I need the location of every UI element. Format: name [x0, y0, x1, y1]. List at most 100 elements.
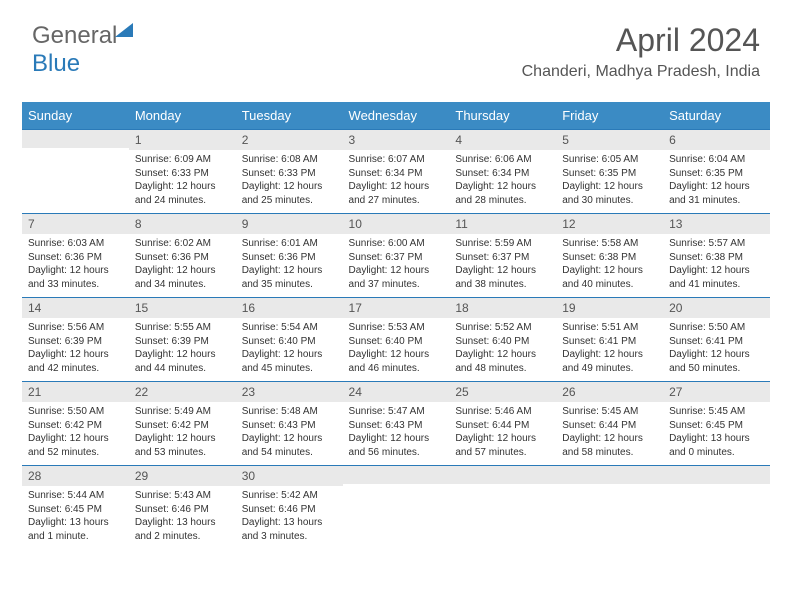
- day-details: Sunrise: 5:51 AMSunset: 6:41 PMDaylight:…: [556, 318, 663, 381]
- day-number-bar: 13: [663, 213, 770, 234]
- calendar-cell: 30Sunrise: 5:42 AMSunset: 6:46 PMDayligh…: [236, 465, 343, 549]
- day-number-bar: [22, 129, 129, 148]
- calendar-cell: 10Sunrise: 6:00 AMSunset: 6:37 PMDayligh…: [343, 213, 450, 297]
- day-number-bar: 17: [343, 297, 450, 318]
- day-details: Sunrise: 6:01 AMSunset: 6:36 PMDaylight:…: [236, 234, 343, 297]
- calendar-cell: 18Sunrise: 5:52 AMSunset: 6:40 PMDayligh…: [449, 297, 556, 381]
- day-details: Sunrise: 6:05 AMSunset: 6:35 PMDaylight:…: [556, 150, 663, 213]
- day-details: Sunrise: 5:42 AMSunset: 6:46 PMDaylight:…: [236, 486, 343, 549]
- day-number-bar: 30: [236, 465, 343, 486]
- calendar-cell: 16Sunrise: 5:54 AMSunset: 6:40 PMDayligh…: [236, 297, 343, 381]
- day-number-bar: [343, 465, 450, 484]
- weekday-header: Thursday: [449, 102, 556, 129]
- day-number-bar: 24: [343, 381, 450, 402]
- calendar-cell: 19Sunrise: 5:51 AMSunset: 6:41 PMDayligh…: [556, 297, 663, 381]
- calendar-cell: 3Sunrise: 6:07 AMSunset: 6:34 PMDaylight…: [343, 129, 450, 213]
- day-number-bar: [663, 465, 770, 484]
- calendar-cell: 21Sunrise: 5:50 AMSunset: 6:42 PMDayligh…: [22, 381, 129, 465]
- day-number-bar: 16: [236, 297, 343, 318]
- day-number-bar: 5: [556, 129, 663, 150]
- weekday-header: Sunday: [22, 102, 129, 129]
- calendar-cell: [556, 465, 663, 549]
- day-details: Sunrise: 5:53 AMSunset: 6:40 PMDaylight:…: [343, 318, 450, 381]
- calendar-cell: 24Sunrise: 5:47 AMSunset: 6:43 PMDayligh…: [343, 381, 450, 465]
- day-number-bar: 9: [236, 213, 343, 234]
- day-number-bar: 18: [449, 297, 556, 318]
- day-details: Sunrise: 5:56 AMSunset: 6:39 PMDaylight:…: [22, 318, 129, 381]
- calendar-cell: 26Sunrise: 5:45 AMSunset: 6:44 PMDayligh…: [556, 381, 663, 465]
- day-number-bar: 22: [129, 381, 236, 402]
- day-details: Sunrise: 5:43 AMSunset: 6:46 PMDaylight:…: [129, 486, 236, 549]
- day-details: Sunrise: 6:08 AMSunset: 6:33 PMDaylight:…: [236, 150, 343, 213]
- calendar-cell: 27Sunrise: 5:45 AMSunset: 6:45 PMDayligh…: [663, 381, 770, 465]
- day-details: Sunrise: 5:59 AMSunset: 6:37 PMDaylight:…: [449, 234, 556, 297]
- day-details: Sunrise: 5:55 AMSunset: 6:39 PMDaylight:…: [129, 318, 236, 381]
- weekday-header: Friday: [556, 102, 663, 129]
- day-details: Sunrise: 6:00 AMSunset: 6:37 PMDaylight:…: [343, 234, 450, 297]
- logo-triangle-icon: [115, 23, 133, 37]
- day-details: Sunrise: 5:49 AMSunset: 6:42 PMDaylight:…: [129, 402, 236, 465]
- logo: General Blue: [32, 22, 133, 78]
- calendar-cell: 9Sunrise: 6:01 AMSunset: 6:36 PMDaylight…: [236, 213, 343, 297]
- day-number-bar: 14: [22, 297, 129, 318]
- day-details: Sunrise: 5:48 AMSunset: 6:43 PMDaylight:…: [236, 402, 343, 465]
- calendar-cell: 14Sunrise: 5:56 AMSunset: 6:39 PMDayligh…: [22, 297, 129, 381]
- calendar-cell: 12Sunrise: 5:58 AMSunset: 6:38 PMDayligh…: [556, 213, 663, 297]
- day-number-bar: 23: [236, 381, 343, 402]
- day-details: Sunrise: 5:57 AMSunset: 6:38 PMDaylight:…: [663, 234, 770, 297]
- calendar-cell: 1Sunrise: 6:09 AMSunset: 6:33 PMDaylight…: [129, 129, 236, 213]
- logo-text-2: Blue: [32, 50, 80, 77]
- calendar-cell: 17Sunrise: 5:53 AMSunset: 6:40 PMDayligh…: [343, 297, 450, 381]
- calendar-cell: 4Sunrise: 6:06 AMSunset: 6:34 PMDaylight…: [449, 129, 556, 213]
- day-details: Sunrise: 5:54 AMSunset: 6:40 PMDaylight:…: [236, 318, 343, 381]
- day-number-bar: 29: [129, 465, 236, 486]
- day-number-bar: 1: [129, 129, 236, 150]
- day-details: Sunrise: 6:03 AMSunset: 6:36 PMDaylight:…: [22, 234, 129, 297]
- day-details: Sunrise: 6:07 AMSunset: 6:34 PMDaylight:…: [343, 150, 450, 213]
- day-number-bar: 2: [236, 129, 343, 150]
- day-details: Sunrise: 5:50 AMSunset: 6:41 PMDaylight:…: [663, 318, 770, 381]
- day-number-bar: 28: [22, 465, 129, 486]
- day-details: Sunrise: 5:52 AMSunset: 6:40 PMDaylight:…: [449, 318, 556, 381]
- day-number-bar: 4: [449, 129, 556, 150]
- calendar-cell: 20Sunrise: 5:50 AMSunset: 6:41 PMDayligh…: [663, 297, 770, 381]
- day-details: Sunrise: 5:45 AMSunset: 6:44 PMDaylight:…: [556, 402, 663, 465]
- calendar-cell: [663, 465, 770, 549]
- day-number-bar: 3: [343, 129, 450, 150]
- weekday-header: Wednesday: [343, 102, 450, 129]
- calendar-table: SundayMondayTuesdayWednesdayThursdayFrid…: [22, 102, 770, 549]
- day-details: Sunrise: 6:09 AMSunset: 6:33 PMDaylight:…: [129, 150, 236, 213]
- calendar-cell: [22, 129, 129, 213]
- day-number-bar: 10: [343, 213, 450, 234]
- day-number-bar: 21: [22, 381, 129, 402]
- day-number-bar: 12: [556, 213, 663, 234]
- day-details: Sunrise: 5:47 AMSunset: 6:43 PMDaylight:…: [343, 402, 450, 465]
- weekday-header: Monday: [129, 102, 236, 129]
- location-text: Chanderi, Madhya Pradesh, India: [522, 63, 760, 81]
- calendar-cell: 6Sunrise: 6:04 AMSunset: 6:35 PMDaylight…: [663, 129, 770, 213]
- calendar-cell: 22Sunrise: 5:49 AMSunset: 6:42 PMDayligh…: [129, 381, 236, 465]
- day-details: Sunrise: 6:06 AMSunset: 6:34 PMDaylight:…: [449, 150, 556, 213]
- day-details: Sunrise: 6:02 AMSunset: 6:36 PMDaylight:…: [129, 234, 236, 297]
- calendar-cell: 29Sunrise: 5:43 AMSunset: 6:46 PMDayligh…: [129, 465, 236, 549]
- day-number-bar: 19: [556, 297, 663, 318]
- day-number-bar: 11: [449, 213, 556, 234]
- calendar-cell: [449, 465, 556, 549]
- day-details: Sunrise: 5:50 AMSunset: 6:42 PMDaylight:…: [22, 402, 129, 465]
- day-number-bar: 7: [22, 213, 129, 234]
- calendar-cell: 2Sunrise: 6:08 AMSunset: 6:33 PMDaylight…: [236, 129, 343, 213]
- calendar-cell: 7Sunrise: 6:03 AMSunset: 6:36 PMDaylight…: [22, 213, 129, 297]
- day-number-bar: 15: [129, 297, 236, 318]
- weekday-header: Saturday: [663, 102, 770, 129]
- day-number-bar: 8: [129, 213, 236, 234]
- day-number-bar: 25: [449, 381, 556, 402]
- day-details: Sunrise: 6:04 AMSunset: 6:35 PMDaylight:…: [663, 150, 770, 213]
- calendar-cell: 28Sunrise: 5:44 AMSunset: 6:45 PMDayligh…: [22, 465, 129, 549]
- calendar-cell: 5Sunrise: 6:05 AMSunset: 6:35 PMDaylight…: [556, 129, 663, 213]
- day-number-bar: 26: [556, 381, 663, 402]
- calendar-cell: 23Sunrise: 5:48 AMSunset: 6:43 PMDayligh…: [236, 381, 343, 465]
- page-header: April 2024 Chanderi, Madhya Pradesh, Ind…: [522, 22, 760, 81]
- day-number-bar: 27: [663, 381, 770, 402]
- calendar-cell: [343, 465, 450, 549]
- day-details: Sunrise: 5:46 AMSunset: 6:44 PMDaylight:…: [449, 402, 556, 465]
